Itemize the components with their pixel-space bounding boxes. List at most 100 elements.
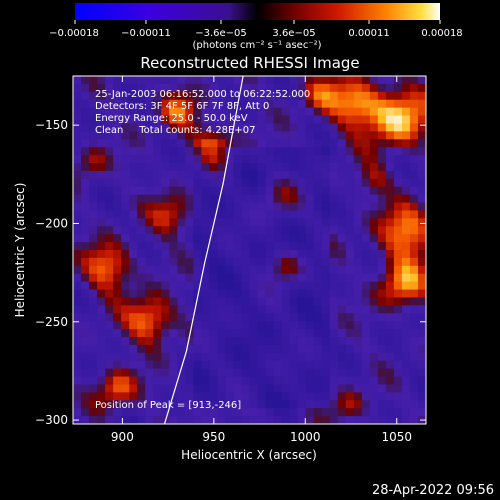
heatmap-cell [329,416,339,424]
heatmap-cell [105,83,114,93]
heatmap-cell [257,250,266,259]
heatmap-cell [265,107,274,116]
heatmap-cell [305,408,315,417]
colorbar-tick-label: −0.00018 [49,28,99,39]
heatmap-cell [137,321,146,330]
heatmap-cell [249,297,258,306]
heatmap-cell [97,170,106,180]
heatmap-cell [137,344,146,354]
heatmap-cell [321,416,331,424]
heatmap-cell [201,321,210,330]
heatmap-cell [409,76,419,85]
heatmap-cell [81,408,90,417]
heatmap-cell [161,376,170,385]
heatmap-cell [241,416,250,424]
heatmap-cell [369,218,379,227]
heatmap-cell [177,147,186,156]
heatmap-cell [153,250,162,259]
heatmap-cell [153,329,162,338]
heatmap-cell [337,210,347,219]
heatmap-cell [257,313,266,322]
heatmap-cell [89,321,98,330]
heatmap-cell [393,352,403,362]
heatmap-cell [225,131,234,140]
heatmap-cell [385,155,395,164]
heatmap-cell [393,226,403,235]
heatmap-cell [81,297,90,306]
heatmap-cell [265,250,274,259]
heatmap-cell [345,163,355,172]
heatmap-cell [249,139,258,148]
heatmap-cell [417,250,426,259]
heatmap-cell [313,226,323,235]
heatmap-cell [297,360,307,370]
heatmap-cell [113,392,122,401]
heatmap-cell [289,218,299,227]
heatmap-cell [169,297,178,306]
heatmap-cell [105,297,114,306]
heatmap-cell [121,352,130,362]
heatmap-cell [73,242,82,251]
heatmap-cell [345,115,355,124]
heatmap-cell [177,115,186,124]
heatmap-cell [401,344,411,354]
heatmap-cell [209,368,218,377]
heatmap-cell [121,297,130,306]
heatmap-cell [201,123,210,132]
heatmap-cell [361,218,371,227]
heatmap-cell [353,83,363,93]
heatmap-cell [81,313,90,322]
heatmap-cell [329,155,339,164]
heatmap-cell [305,115,315,124]
heatmap-cell [73,202,82,211]
heatmap-cell [113,376,122,385]
heatmap-cell [337,76,347,85]
heatmap-cell [89,218,98,227]
heatmap-cell [121,360,130,370]
heatmap-cell [113,218,122,227]
heatmap-cell [153,91,162,101]
heatmap-cell [241,313,250,322]
heatmap-cell [161,91,170,101]
heatmap-cell [289,344,299,354]
heatmap-cell [321,170,331,180]
heatmap-cell [217,321,226,330]
heatmap-cell [353,131,363,140]
heatmap-cell [153,218,162,227]
heatmap-cell [169,210,178,219]
heatmap-cell [113,147,122,156]
heatmap-cell [393,360,403,370]
heatmap-cell [249,321,258,330]
heatmap-cell [89,163,98,172]
heatmap-cell [393,83,403,93]
heatmap-cell [257,257,266,267]
heatmap-cell [313,408,323,417]
heatmap-cell [217,115,226,124]
heatmap-cell [417,186,426,196]
heatmap-cell [385,163,395,172]
heatmap-cell [353,250,363,259]
heatmap-cell [241,321,250,330]
heatmap-cell [169,194,178,203]
heatmap-cell [177,186,186,196]
heatmap-cell [81,352,90,362]
heatmap-cell [97,155,106,164]
heatmap-cell [121,400,130,409]
heatmap-cell [193,242,202,251]
heatmap-cell [297,313,307,322]
heatmap-cell [265,257,274,267]
heatmap-cell [385,76,395,85]
heatmap-cell [185,234,194,243]
heatmap-cell [113,337,122,346]
heatmap-cell [273,131,282,140]
heatmap-cell [369,360,379,370]
heatmap-cell [313,321,323,330]
heatmap-cell [361,155,371,164]
heatmap-cell [401,131,411,140]
heatmap-cell [113,210,122,219]
heatmap-cell [169,170,178,180]
heatmap-cell [201,234,210,243]
heatmap-cell [353,305,363,314]
heatmap-cell [257,115,266,124]
heatmap-cell [137,210,146,219]
